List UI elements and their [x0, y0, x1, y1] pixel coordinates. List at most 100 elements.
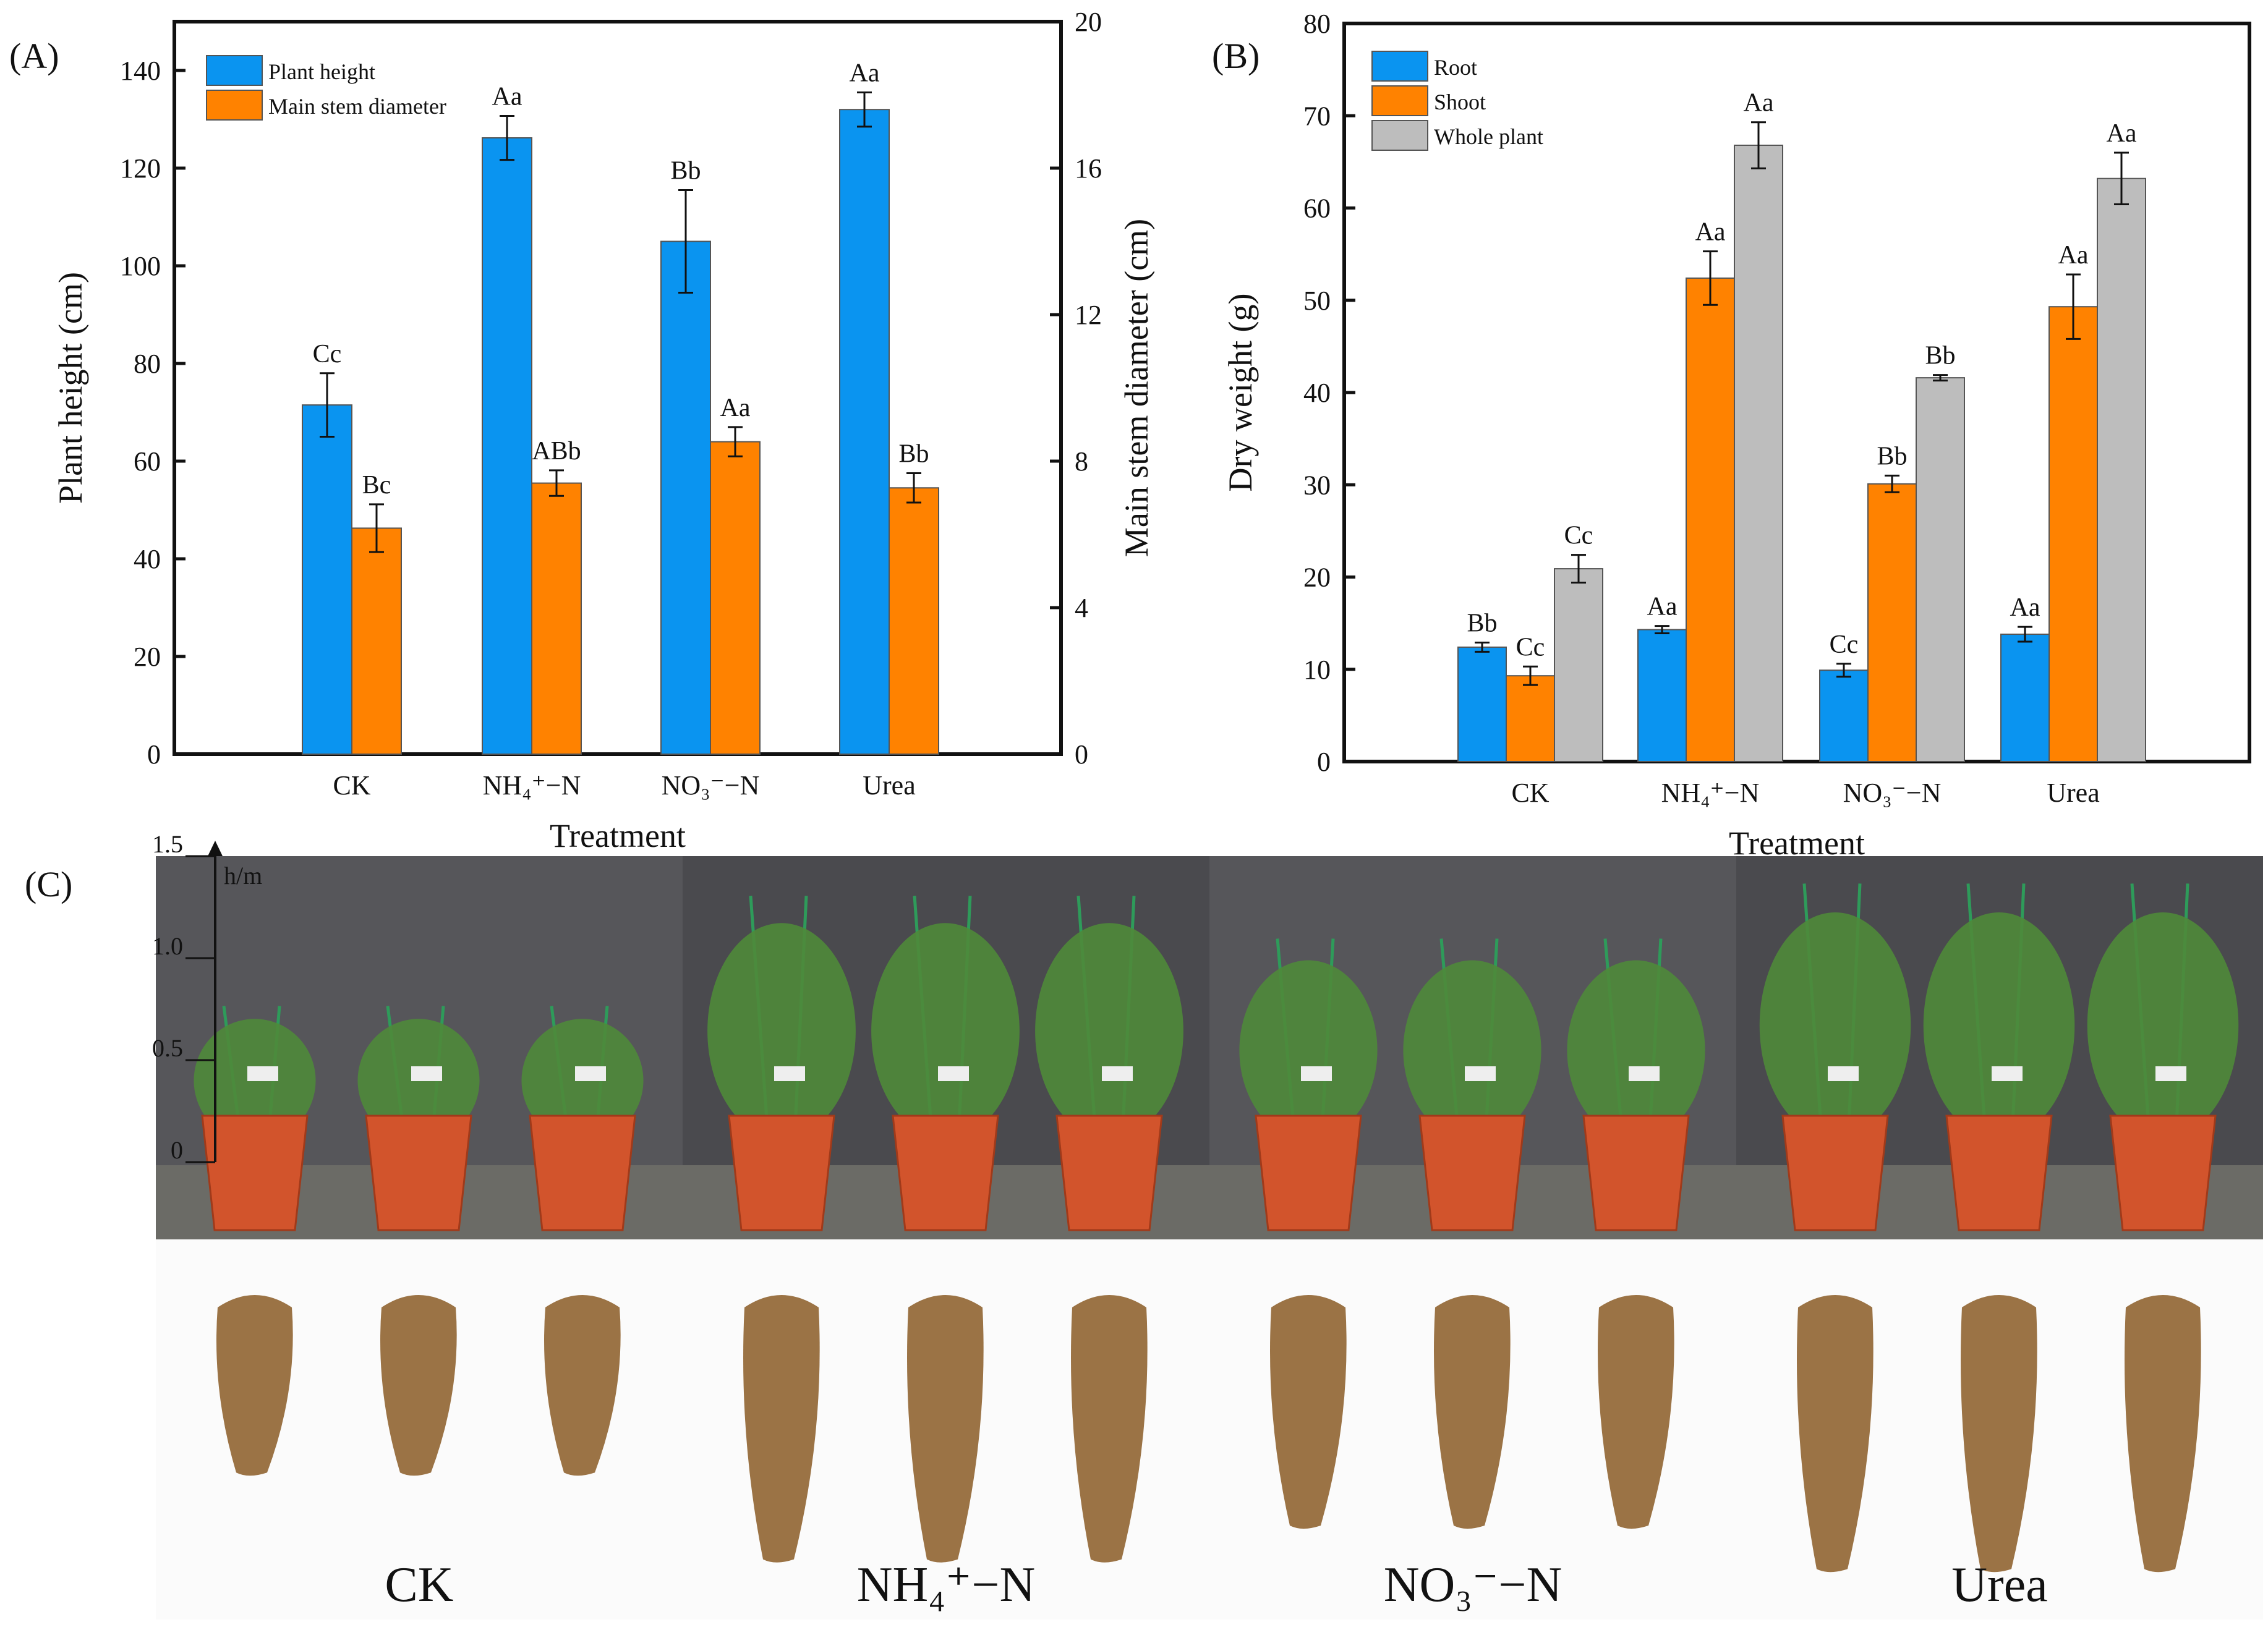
- significance-label: Aa: [720, 394, 751, 422]
- y-tick-label: 30: [1303, 470, 1331, 500]
- plant-foliage: [2087, 912, 2239, 1139]
- x-tick-label: NH₄⁺−N: [1661, 778, 1760, 808]
- y-tick-label: 70: [1303, 101, 1331, 131]
- legend-swatch: [1371, 51, 1428, 82]
- root-system: [1270, 1295, 1347, 1529]
- error-bar: [369, 503, 384, 553]
- bar-whole-plant: [1734, 145, 1783, 762]
- flower-pot: [1055, 1115, 1163, 1231]
- flower-pot: [201, 1115, 309, 1231]
- root-system: [544, 1295, 621, 1476]
- y-tick-label: 80: [134, 349, 161, 379]
- bar-plant-height: [660, 240, 711, 755]
- x-tick-label: NO₃⁻−N: [1843, 778, 1942, 808]
- legend-swatch: [206, 55, 263, 86]
- significance-label: Bb: [1925, 342, 1955, 370]
- plant-tag: [1465, 1066, 1496, 1081]
- significance-label: Aa: [2058, 241, 2089, 270]
- y2-tick-label: 20: [1075, 7, 1102, 37]
- root-system: [1961, 1295, 2037, 1573]
- error-bar: [549, 469, 564, 497]
- significance-label: Cc: [1564, 522, 1593, 550]
- error-bar: [500, 114, 514, 161]
- significance-label: Aa: [850, 59, 880, 88]
- bar-whole-plant: [2097, 177, 2146, 762]
- y-tick-label: 60: [1303, 193, 1331, 224]
- x-tick-label: CK: [1511, 778, 1549, 808]
- plant-tag: [1102, 1066, 1133, 1081]
- legend-label: Whole plant: [1434, 124, 1543, 149]
- significance-label: Bb: [1467, 609, 1497, 637]
- plant-tag: [247, 1066, 278, 1081]
- scale-tick-label: 0.5: [152, 1034, 183, 1062]
- significance-label: Bb: [670, 157, 701, 185]
- photo-group: CK: [156, 856, 683, 1620]
- y-tick-label: 0: [1317, 747, 1331, 777]
- y-tick-label: 120: [120, 153, 161, 184]
- bar-main-stem-diameter: [531, 482, 582, 755]
- bar-plant-height: [482, 137, 532, 755]
- y-tick-label: 0: [147, 739, 161, 770]
- bar-plant-height: [302, 404, 352, 755]
- plant-tag: [1629, 1066, 1660, 1081]
- bar-main-stem-diameter: [351, 527, 402, 755]
- arrow-up-icon: [208, 841, 223, 856]
- x-tick-label: CK: [333, 770, 370, 801]
- significance-label: Bb: [898, 440, 929, 469]
- flower-pot: [2109, 1115, 2217, 1231]
- significance-label: Aa: [1647, 593, 1678, 621]
- legend-swatch: [1371, 120, 1428, 151]
- root-system: [743, 1295, 820, 1563]
- treatment-label: NH₄⁺−N: [857, 1558, 1036, 1612]
- root-system: [216, 1295, 293, 1476]
- y-tick-label: 100: [120, 251, 161, 281]
- panel-label-a: (A): [9, 36, 59, 76]
- flower-pot: [529, 1115, 636, 1231]
- bar-whole-plant: [1554, 568, 1603, 762]
- significance-label: Aa: [2107, 119, 2137, 148]
- error-bar: [1836, 663, 1851, 678]
- significance-label: Bc: [362, 471, 391, 499]
- bar-shoot: [1506, 675, 1555, 763]
- scale-unit-label: h/m: [224, 862, 262, 890]
- significance-label: Aa: [492, 82, 522, 111]
- y-tick-label: 20: [1303, 563, 1331, 593]
- plant-tag: [1992, 1066, 2023, 1081]
- error-bar: [1933, 374, 1948, 382]
- y2-tick-label: 0: [1075, 739, 1088, 770]
- bar-shoot: [1686, 277, 1735, 762]
- error-bar: [320, 372, 335, 438]
- plant-tag: [1828, 1066, 1859, 1081]
- y-axis-title: Plant height (cm): [52, 272, 89, 504]
- panel-label-c: (C): [25, 864, 72, 904]
- root-system: [1434, 1295, 1511, 1529]
- significance-label: Aa: [1744, 89, 1774, 117]
- x-axis-title: Treatment: [1729, 825, 1865, 862]
- photo-panel-c: CK NH₄⁺−N NO₃⁻−N Urea 0 0.5 1.0 1.5 h/m: [152, 830, 2263, 1620]
- y-tick-label: 40: [1303, 378, 1331, 408]
- plant-tag: [938, 1066, 969, 1081]
- plant-foliage: [1403, 960, 1541, 1140]
- flower-pot: [365, 1115, 472, 1231]
- x-tick-label: NO₃⁻−N: [662, 770, 760, 801]
- bar-plant-height: [839, 109, 890, 755]
- y-tick-label: 10: [1303, 655, 1331, 685]
- scale-tick-label: 0: [171, 1136, 183, 1164]
- flower-pot: [1781, 1115, 1889, 1231]
- plant-foliage: [1567, 960, 1705, 1140]
- flower-pot: [1255, 1115, 1362, 1231]
- flower-pot: [892, 1115, 999, 1231]
- root-system: [380, 1295, 457, 1476]
- panel-label-b: (B): [1212, 36, 1260, 76]
- error-bar: [857, 91, 872, 128]
- plant-tag: [1301, 1066, 1332, 1081]
- flower-pot: [1945, 1115, 2053, 1231]
- plant-tag: [2155, 1066, 2186, 1081]
- error-bar: [1751, 121, 1766, 169]
- plant-tag: [774, 1066, 805, 1081]
- root-system: [2125, 1295, 2201, 1573]
- bar-root: [2000, 634, 2050, 763]
- plant-foliage: [1759, 912, 1911, 1139]
- y-axis-title: Dry weight (g): [1222, 294, 1259, 492]
- treatment-label: Urea: [1951, 1558, 2047, 1612]
